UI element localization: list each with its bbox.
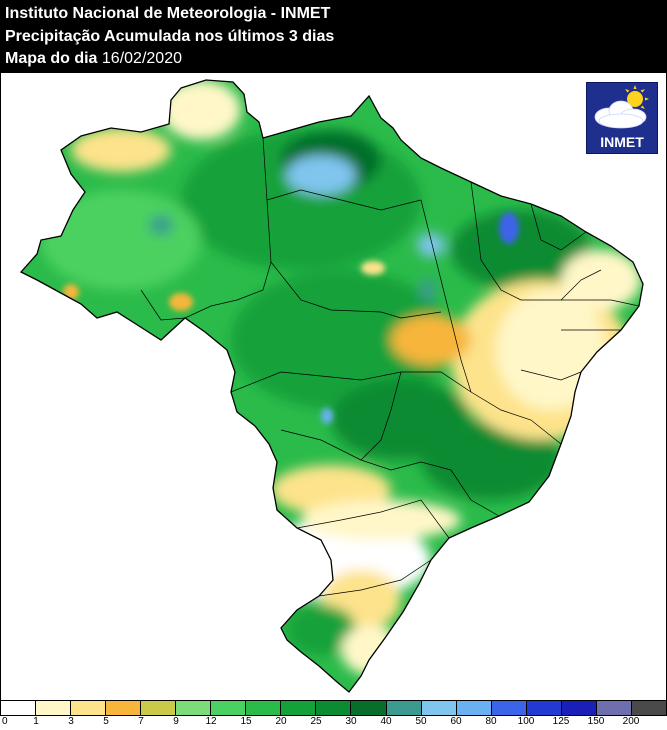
legend-tick-label: 30 xyxy=(345,716,357,727)
legend-tick-label: 40 xyxy=(380,716,392,727)
institute-title: Instituto Nacional de Meteorologia - INM… xyxy=(5,5,331,22)
legend-tick-label: 15 xyxy=(240,716,252,727)
map-header: Instituto Nacional de Meteorologia - INM… xyxy=(0,0,667,73)
legend-swatch xyxy=(526,701,562,715)
legend-swatch xyxy=(491,701,527,715)
legend-swatch xyxy=(36,701,72,715)
cloud-sun-icon xyxy=(594,85,649,129)
legend-tick-label: 7 xyxy=(138,716,144,727)
precipitation-map xyxy=(20,79,644,693)
inmet-logo: INMET xyxy=(586,82,658,154)
legend-swatch xyxy=(596,701,632,715)
map-date-label: Mapa do dia xyxy=(5,50,98,67)
map-date-line: Mapa do dia 16/02/2020 xyxy=(5,49,182,69)
legend-tick-label: 12 xyxy=(205,716,217,727)
legend-tick-label: 25 xyxy=(310,716,322,727)
legend-swatch xyxy=(211,701,247,715)
legend-swatch xyxy=(1,701,37,715)
legend-swatch xyxy=(71,701,107,715)
legend-tick-label: 3 xyxy=(68,716,74,727)
legend-tick-label: 150 xyxy=(587,716,605,727)
legend-tick-label: 60 xyxy=(450,716,462,727)
legend-tick-label: 125 xyxy=(552,716,570,727)
legend-tick-label: 9 xyxy=(173,716,179,727)
legend-swatch xyxy=(176,701,212,715)
legend-tick-label: 100 xyxy=(517,716,535,727)
legend-swatch xyxy=(141,701,177,715)
legend-swatch xyxy=(316,701,352,715)
legend-swatch xyxy=(106,701,142,715)
legend-swatch xyxy=(246,701,282,715)
legend-swatch xyxy=(631,701,666,715)
precipitation-legend: 0 1 3 5 7 9 12 15 20 25 30 40 50 60 80 100 125 150 200 xyxy=(0,700,667,730)
legend-tick-label: 80 xyxy=(485,716,497,727)
precipitation-field xyxy=(21,80,643,692)
map-area xyxy=(0,73,667,700)
legend-tick-label: 200 xyxy=(622,716,640,727)
state-borders xyxy=(140,137,640,597)
legend-tick-label: 0 xyxy=(2,716,8,727)
legend-swatch xyxy=(456,701,492,715)
legend-tick-label: 1 xyxy=(33,716,39,727)
legend-tick-label: 50 xyxy=(415,716,427,727)
logo-text: INMET xyxy=(600,134,644,150)
map-date-value: 16/02/2020 xyxy=(101,50,182,67)
legend-tick-label: 5 xyxy=(103,716,109,727)
legend-swatch xyxy=(386,701,422,715)
legend-swatch xyxy=(351,701,387,715)
legend-swatch xyxy=(421,701,457,715)
legend-color-bar xyxy=(0,700,667,716)
legend-swatch xyxy=(561,701,597,715)
legend-swatch xyxy=(281,701,317,715)
map-title: Precipitação Acumulada nos últimos 3 dia… xyxy=(5,28,335,45)
legend-tick-label: 20 xyxy=(275,716,287,727)
